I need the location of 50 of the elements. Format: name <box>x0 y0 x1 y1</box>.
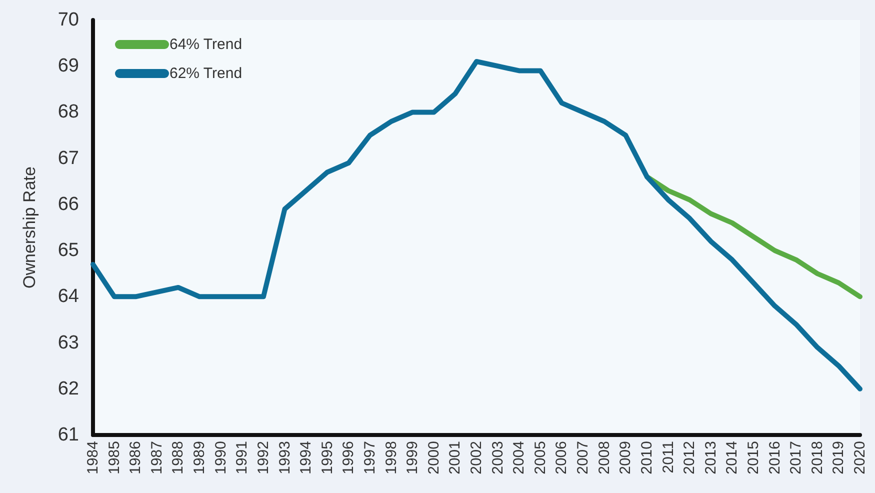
x-tick-label: 2016 <box>766 441 784 474</box>
y-tick-label: 67 <box>58 148 79 169</box>
y-tick-label: 68 <box>58 102 79 123</box>
y-tick-label: 61 <box>58 424 79 446</box>
x-tick-label: 1984 <box>84 441 102 474</box>
x-tick-label: 1988 <box>170 441 187 474</box>
legend-label: 62% Trend <box>170 65 242 82</box>
x-tick-label: 2000 <box>425 441 442 474</box>
x-tick-label: 2011 <box>660 441 677 474</box>
x-tick-label: 1993 <box>276 441 294 474</box>
y-tick-label: 66 <box>58 194 79 215</box>
y-axis-title: Ownership Rate <box>20 166 39 288</box>
y-tick-label: 63 <box>58 332 79 354</box>
x-tick-label: 1992 <box>254 441 272 474</box>
x-tick-label: 2012 <box>681 441 698 474</box>
y-tick-label: 69 <box>58 56 79 77</box>
x-tick-label: 1990 <box>212 441 230 474</box>
x-tick-label: 2001 <box>446 441 464 474</box>
y-tick-label: 62 <box>58 378 79 400</box>
x-tick-label: 2008 <box>596 441 613 474</box>
x-tick-label: 2002 <box>468 441 485 474</box>
x-tick-label: 1991 <box>234 441 251 474</box>
x-tick-label: 2007 <box>574 441 592 474</box>
y-tick-label: 70 <box>58 10 79 30</box>
x-tick-label: 1997 <box>361 441 378 474</box>
x-tick-label: 2017 <box>788 441 805 474</box>
x-tick-label: 1989 <box>191 441 208 474</box>
x-tick-label: 2019 <box>830 441 848 474</box>
x-tick-label: 1995 <box>318 441 336 474</box>
x-tick-label: 2009 <box>617 441 634 474</box>
x-tick-label: 2014 <box>724 441 741 474</box>
x-tick-label: 2018 <box>808 441 826 474</box>
x-tick-label: 1986 <box>127 441 144 474</box>
x-tick-label: 2005 <box>532 441 549 474</box>
x-tick-label: 2013 <box>702 441 720 474</box>
y-tick-label: 65 <box>58 240 79 262</box>
x-tick-label: 1985 <box>106 441 123 474</box>
x-tick-label: 2003 <box>489 441 506 474</box>
x-tick-label: 1998 <box>382 441 400 474</box>
legend-label: 64% Trend <box>170 36 242 53</box>
x-tick-label: 2010 <box>638 441 656 474</box>
x-tick-label: 1999 <box>404 441 422 474</box>
x-tick-label: 1994 <box>298 441 315 474</box>
y-tick-label: 64 <box>58 286 80 308</box>
x-tick-label: 2006 <box>553 441 570 474</box>
x-tick-label: 2020 <box>852 441 868 474</box>
x-tick-label: 2015 <box>744 441 762 474</box>
x-tick-label: 2004 <box>510 441 528 474</box>
x-tick-label: 1996 <box>340 441 358 474</box>
x-tick-label: 1987 <box>148 441 166 474</box>
